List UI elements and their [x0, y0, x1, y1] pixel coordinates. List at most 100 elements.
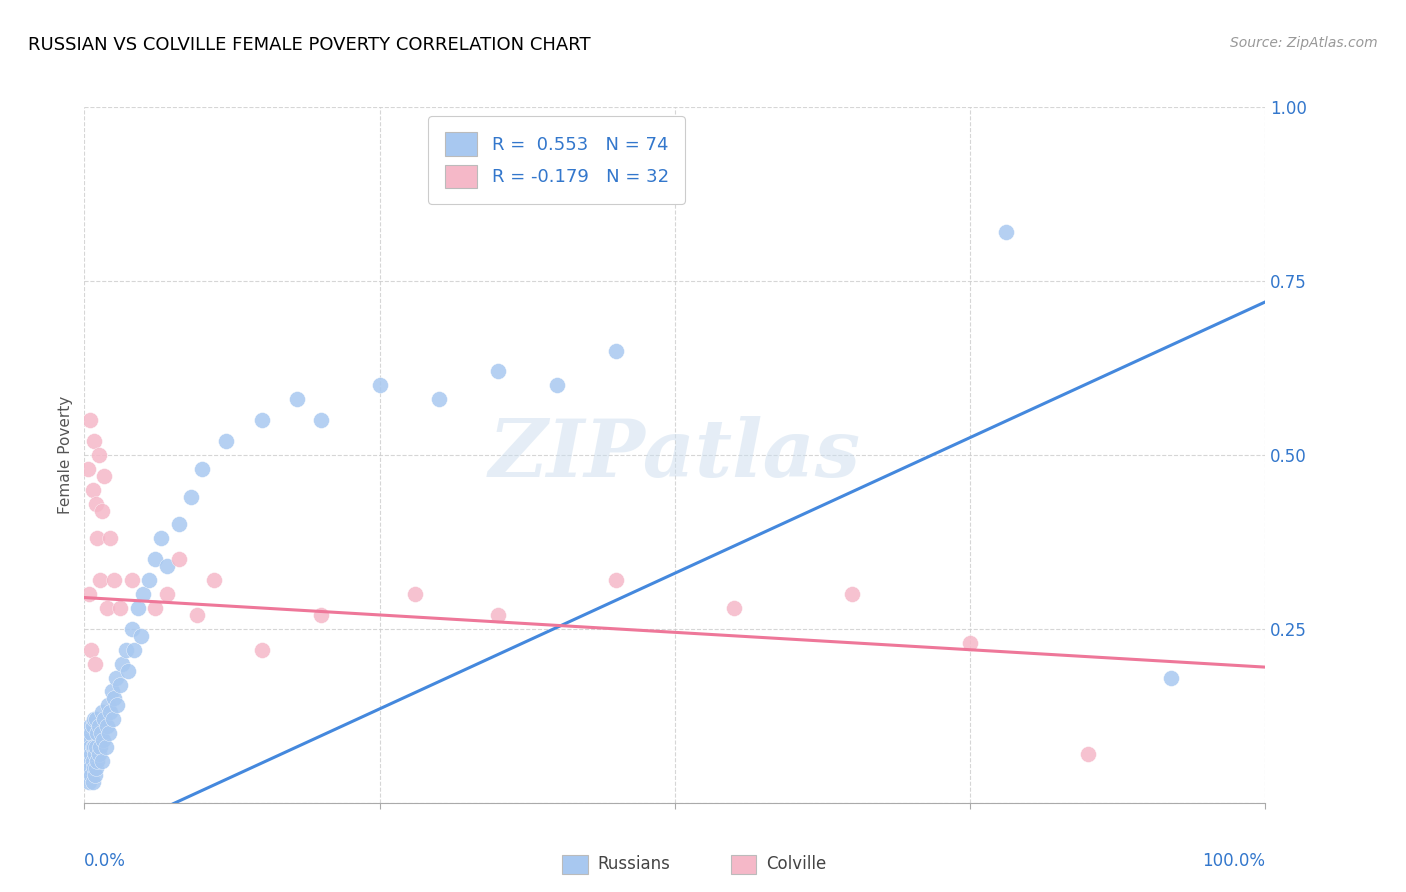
Point — [82, 740, 104, 755]
Text: Source: ZipAtlas.com: Source: ZipAtlas.com — [1230, 36, 1378, 50]
Point — [98, 706, 121, 720]
Point — [546, 378, 568, 392]
Point — [486, 364, 509, 378]
Point — [96, 601, 118, 615]
Point — [111, 657, 134, 671]
Point — [108, 677, 131, 691]
Point — [1160, 671, 1182, 685]
Point — [87, 448, 110, 462]
Point — [82, 775, 104, 789]
Point — [108, 601, 131, 615]
Point — [89, 740, 111, 755]
Text: Russians: Russians — [598, 855, 671, 873]
Point — [80, 747, 103, 761]
Point — [77, 726, 100, 740]
Point — [202, 573, 225, 587]
Point — [98, 726, 121, 740]
Point — [309, 413, 332, 427]
Point — [97, 698, 120, 713]
Point — [86, 532, 108, 546]
Point — [77, 733, 100, 747]
Point — [103, 691, 125, 706]
Point — [723, 601, 745, 615]
Point — [132, 587, 155, 601]
Point — [75, 754, 97, 768]
Point — [87, 747, 110, 761]
Point — [959, 636, 981, 650]
Point — [83, 761, 105, 775]
Point — [82, 754, 104, 768]
Point — [114, 642, 136, 657]
Point — [250, 413, 273, 427]
Point — [186, 607, 208, 622]
Point — [83, 712, 105, 726]
Point — [841, 587, 863, 601]
Point — [87, 719, 110, 733]
Point — [93, 468, 115, 483]
Point — [100, 684, 122, 698]
Point — [77, 768, 100, 782]
Point — [994, 225, 1017, 239]
Point — [76, 761, 98, 775]
Point — [191, 462, 214, 476]
Point — [309, 607, 332, 622]
Point — [156, 559, 179, 574]
Point — [91, 754, 114, 768]
Point — [143, 552, 166, 566]
Point — [107, 698, 129, 713]
Point — [79, 761, 101, 775]
Point — [122, 642, 145, 657]
Point — [91, 706, 114, 720]
Point — [90, 726, 112, 740]
Point — [94, 740, 117, 755]
Point — [427, 392, 450, 407]
Point — [404, 587, 426, 601]
Point — [98, 532, 121, 546]
Point — [143, 601, 166, 615]
Point — [101, 712, 124, 726]
Point — [84, 657, 107, 671]
Legend: R =  0.553   N = 74, R = -0.179   N = 32: R = 0.553 N = 74, R = -0.179 N = 32 — [429, 116, 685, 204]
Point — [129, 629, 152, 643]
Point — [86, 754, 108, 768]
Point — [84, 712, 107, 726]
Text: 0.0%: 0.0% — [84, 852, 127, 870]
Point — [1077, 747, 1099, 761]
Point — [103, 573, 125, 587]
Y-axis label: Female Poverty: Female Poverty — [58, 396, 73, 514]
Point — [77, 754, 100, 768]
Point — [84, 761, 107, 775]
Point — [77, 462, 100, 476]
Text: Colville: Colville — [766, 855, 827, 873]
Point — [105, 671, 128, 685]
Point — [96, 719, 118, 733]
Point — [156, 587, 179, 601]
Point — [82, 719, 104, 733]
Point — [138, 573, 160, 587]
Point — [180, 490, 202, 504]
Point — [250, 642, 273, 657]
Point — [89, 573, 111, 587]
Point — [150, 532, 173, 546]
Text: RUSSIAN VS COLVILLE FEMALE POVERTY CORRELATION CHART: RUSSIAN VS COLVILLE FEMALE POVERTY CORRE… — [28, 36, 591, 54]
Point — [486, 607, 509, 622]
Point — [117, 664, 139, 678]
Point — [77, 747, 100, 761]
Point — [83, 740, 105, 755]
Point — [84, 740, 107, 755]
Point — [80, 642, 103, 657]
Point — [79, 740, 101, 755]
Point — [91, 733, 114, 747]
Point — [79, 413, 101, 427]
Point — [84, 497, 107, 511]
Point — [84, 747, 107, 761]
Point — [121, 573, 143, 587]
Point — [127, 601, 149, 615]
Text: ZIPatlas: ZIPatlas — [489, 417, 860, 493]
Point — [79, 719, 101, 733]
Point — [77, 587, 100, 601]
Point — [121, 622, 143, 636]
Point — [167, 552, 190, 566]
Point — [82, 483, 104, 497]
Point — [605, 343, 627, 358]
